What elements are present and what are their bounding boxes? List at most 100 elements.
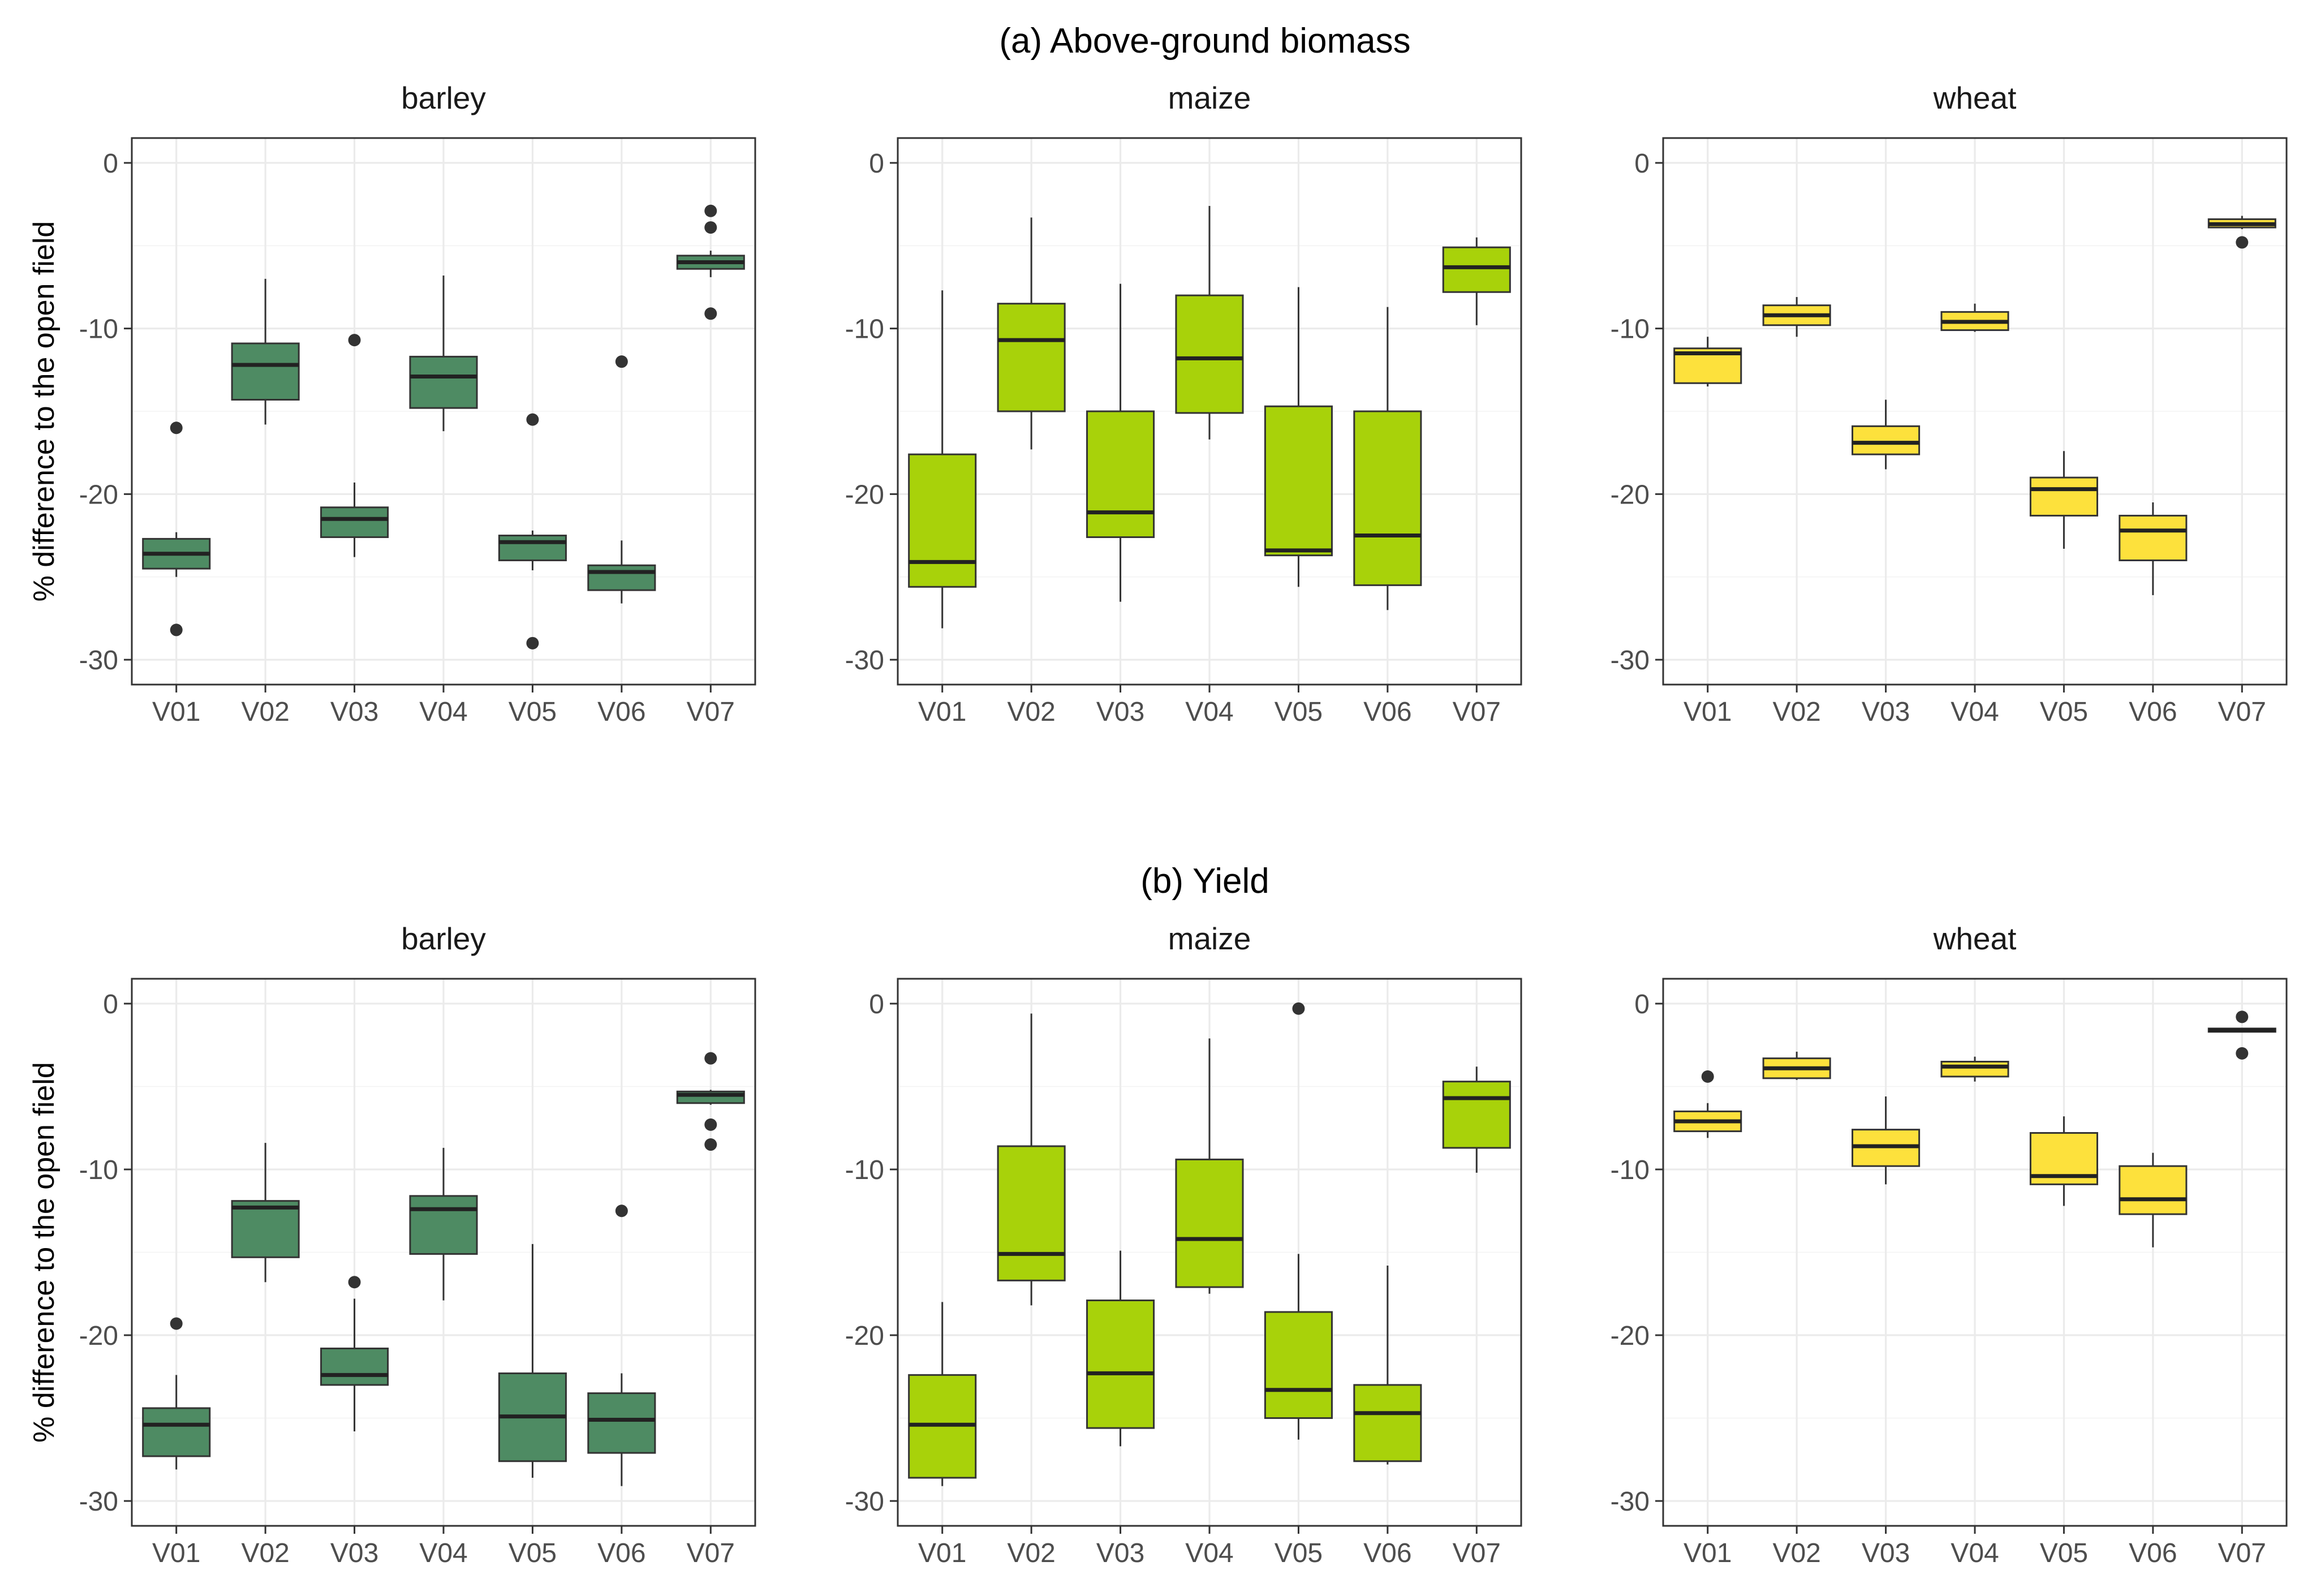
box-V06	[587, 355, 656, 604]
box-V03	[1086, 283, 1155, 602]
y-tick-label: -10	[79, 1155, 118, 1185]
x-tick-label: V06	[1363, 697, 1411, 727]
box-V06	[2119, 1152, 2188, 1247]
outlier-point	[526, 636, 539, 649]
iqr-box	[320, 1347, 389, 1386]
box-V03	[1852, 1096, 1921, 1185]
outlier-point	[170, 421, 183, 435]
panel-barley: barley 0 -10 -20 -30 V01 V02 V03 V04 V05 V06 V07 % d…	[28, 80, 756, 727]
iqr-box	[1353, 1384, 1422, 1462]
iqr-box	[1086, 1299, 1155, 1429]
box-V05	[2029, 1116, 2098, 1206]
iqr-box	[142, 1407, 211, 1457]
outlier-point	[170, 623, 183, 636]
section-title: (b) Yield	[1140, 862, 1269, 901]
x-tick-label: V02	[1007, 1538, 1055, 1568]
y-tick-label: -10	[1611, 315, 1650, 345]
iqr-box	[409, 1195, 478, 1255]
box-V06	[587, 1204, 656, 1486]
outlier-point	[1292, 1002, 1305, 1015]
y-tick-label: 0	[1634, 149, 1650, 179]
box-V07	[2207, 1010, 2276, 1060]
x-tick-label: V03	[330, 1538, 378, 1568]
box-V03	[320, 334, 389, 557]
x-tick-label: V03	[1096, 1538, 1144, 1568]
box-V04	[1940, 1056, 2009, 1082]
y-tick-label: -30	[1611, 1487, 1650, 1517]
box-V05	[1264, 287, 1333, 587]
y-tick-label: -10	[845, 315, 884, 345]
x-tick-label: V03	[1096, 697, 1144, 727]
y-tick-label: -20	[845, 480, 884, 510]
panel-border	[897, 978, 1522, 1527]
outlier-point	[1701, 1070, 1714, 1083]
panel-barley: barley 0 -10 -20 -30 V01 V02 V03 V04 V05 V06 V07 % d…	[28, 921, 756, 1568]
box-V07	[676, 1052, 745, 1151]
box-V01	[1673, 337, 1742, 387]
panel-title: maize	[1168, 921, 1251, 956]
panel-maize: maize 0 -10 -20 -30 V01 V02 V03 V04 V05 V06 V07	[845, 80, 1522, 727]
iqr-box	[2029, 476, 2098, 517]
box-V07	[2207, 216, 2276, 249]
x-tick-label: V03	[330, 697, 378, 727]
x-tick-label: V03	[1862, 1538, 1910, 1568]
x-tick-label: V03	[1862, 697, 1910, 727]
x-tick-label: V06	[2129, 697, 2177, 727]
iqr-box	[409, 355, 478, 409]
panel-wheat: wheat 0 -10 -20 -30 V01 V02 V03 V04 V05 V06 V07	[1611, 80, 2288, 727]
x-tick-label: V02	[1772, 1538, 1820, 1568]
panel-border	[131, 137, 756, 686]
x-tick-label: V06	[597, 697, 645, 727]
box-V02	[997, 1013, 1066, 1306]
x-tick-label: V06	[2129, 1538, 2177, 1568]
iqr-box	[1353, 410, 1422, 586]
panel-border	[1662, 137, 2288, 686]
box-V03	[320, 1276, 389, 1431]
box-V01	[142, 421, 211, 636]
panel-border	[1662, 978, 2288, 1527]
x-tick-label: V06	[1363, 1538, 1411, 1568]
box-V02	[1762, 297, 1831, 337]
box-V02	[231, 278, 300, 425]
x-tick-label: V04	[1951, 697, 1999, 727]
y-tick-label: 0	[869, 149, 884, 179]
panel-border	[897, 137, 1522, 686]
iqr-box	[2119, 514, 2188, 561]
box-V03	[1086, 1250, 1155, 1447]
y-tick-label: -30	[1611, 646, 1650, 676]
box-V05	[1264, 1002, 1333, 1440]
y-tick-label: -30	[79, 1487, 118, 1517]
x-tick-label: V02	[241, 1538, 289, 1568]
x-tick-label: V05	[509, 697, 557, 727]
box-V02	[1762, 1051, 1831, 1080]
iqr-box	[908, 453, 977, 588]
y-tick-label: -20	[845, 1321, 884, 1351]
outlier-point	[2236, 1010, 2249, 1023]
x-tick-label: V05	[2040, 1538, 2088, 1568]
box-V05	[498, 413, 567, 649]
x-tick-label: V07	[687, 697, 735, 727]
y-tick-label: -20	[1611, 480, 1650, 510]
x-tick-label: V05	[509, 1538, 557, 1568]
x-tick-label: V04	[1185, 697, 1233, 727]
outlier-point	[348, 1276, 361, 1289]
y-tick-label: -10	[79, 315, 118, 345]
panel-title: wheat	[1933, 80, 2017, 115]
iqr-box	[1940, 1061, 2009, 1078]
outlier-point	[704, 204, 717, 217]
section-1: (b) Yield barley 0 -10 -20 -30 V01 V02 V03 V04 V05…	[28, 862, 2288, 1568]
box-V03	[1852, 399, 1921, 470]
box-V07	[676, 204, 745, 320]
box-V07	[1442, 1066, 1511, 1173]
panel-title: wheat	[1933, 921, 2017, 956]
outlier-point	[526, 413, 539, 426]
x-tick-label: V05	[1275, 1538, 1323, 1568]
x-tick-label: V02	[241, 697, 289, 727]
x-tick-label: V01	[918, 1538, 966, 1568]
x-tick-label: V04	[419, 697, 467, 727]
y-axis-title: % difference to the open field	[28, 221, 61, 602]
y-tick-label: -10	[845, 1155, 884, 1185]
box-V04	[409, 1147, 478, 1301]
x-tick-label: V02	[1007, 697, 1055, 727]
